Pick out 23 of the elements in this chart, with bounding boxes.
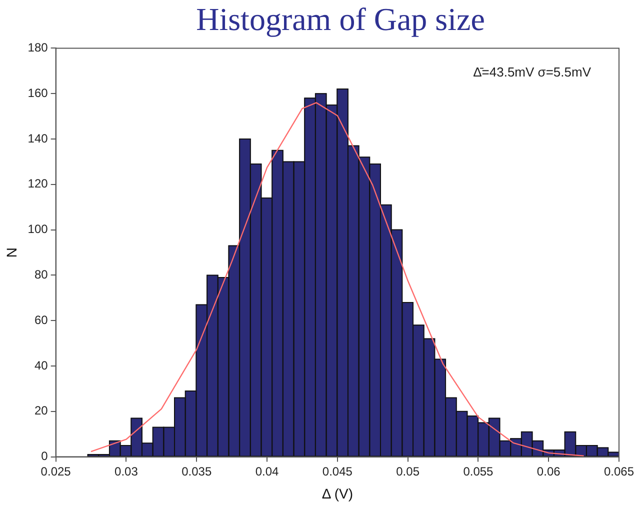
- y-tick-label: 60: [34, 312, 48, 327]
- x-tick-label: 0.045: [322, 464, 353, 478]
- x-tick-label: 0.04: [255, 464, 280, 478]
- y-tick-label: 20: [34, 404, 48, 418]
- y-tick-label: 80: [34, 268, 48, 282]
- y-tick-label: 140: [28, 131, 48, 146]
- x-tick-label: 0.065: [604, 464, 634, 478]
- x-tick-label: 0.055: [463, 464, 494, 478]
- x-tick-label: 0.025: [40, 464, 72, 478]
- y-tick-label: 100: [28, 222, 48, 236]
- y-tick-label: 160: [28, 86, 48, 100]
- x-tick-label: 0.035: [182, 464, 212, 478]
- y-tick-label: 0: [41, 449, 48, 464]
- x-tick-label: 0.03: [114, 464, 138, 478]
- chart-title: Histogram of Gap size: [195, 0, 486, 38]
- annotation: Δ̄=43.5mV σ=5.5mV: [473, 64, 592, 80]
- y-tick-label: 180: [28, 40, 48, 55]
- x-tick-label: 0.05: [396, 464, 420, 478]
- x-axis-title: Δ (V): [322, 485, 353, 502]
- y-tick-label: 40: [34, 358, 48, 372]
- y-tick-label: 120: [28, 176, 48, 191]
- y-axis-title: N: [3, 247, 20, 258]
- x-tick-label: 0.06: [536, 464, 561, 478]
